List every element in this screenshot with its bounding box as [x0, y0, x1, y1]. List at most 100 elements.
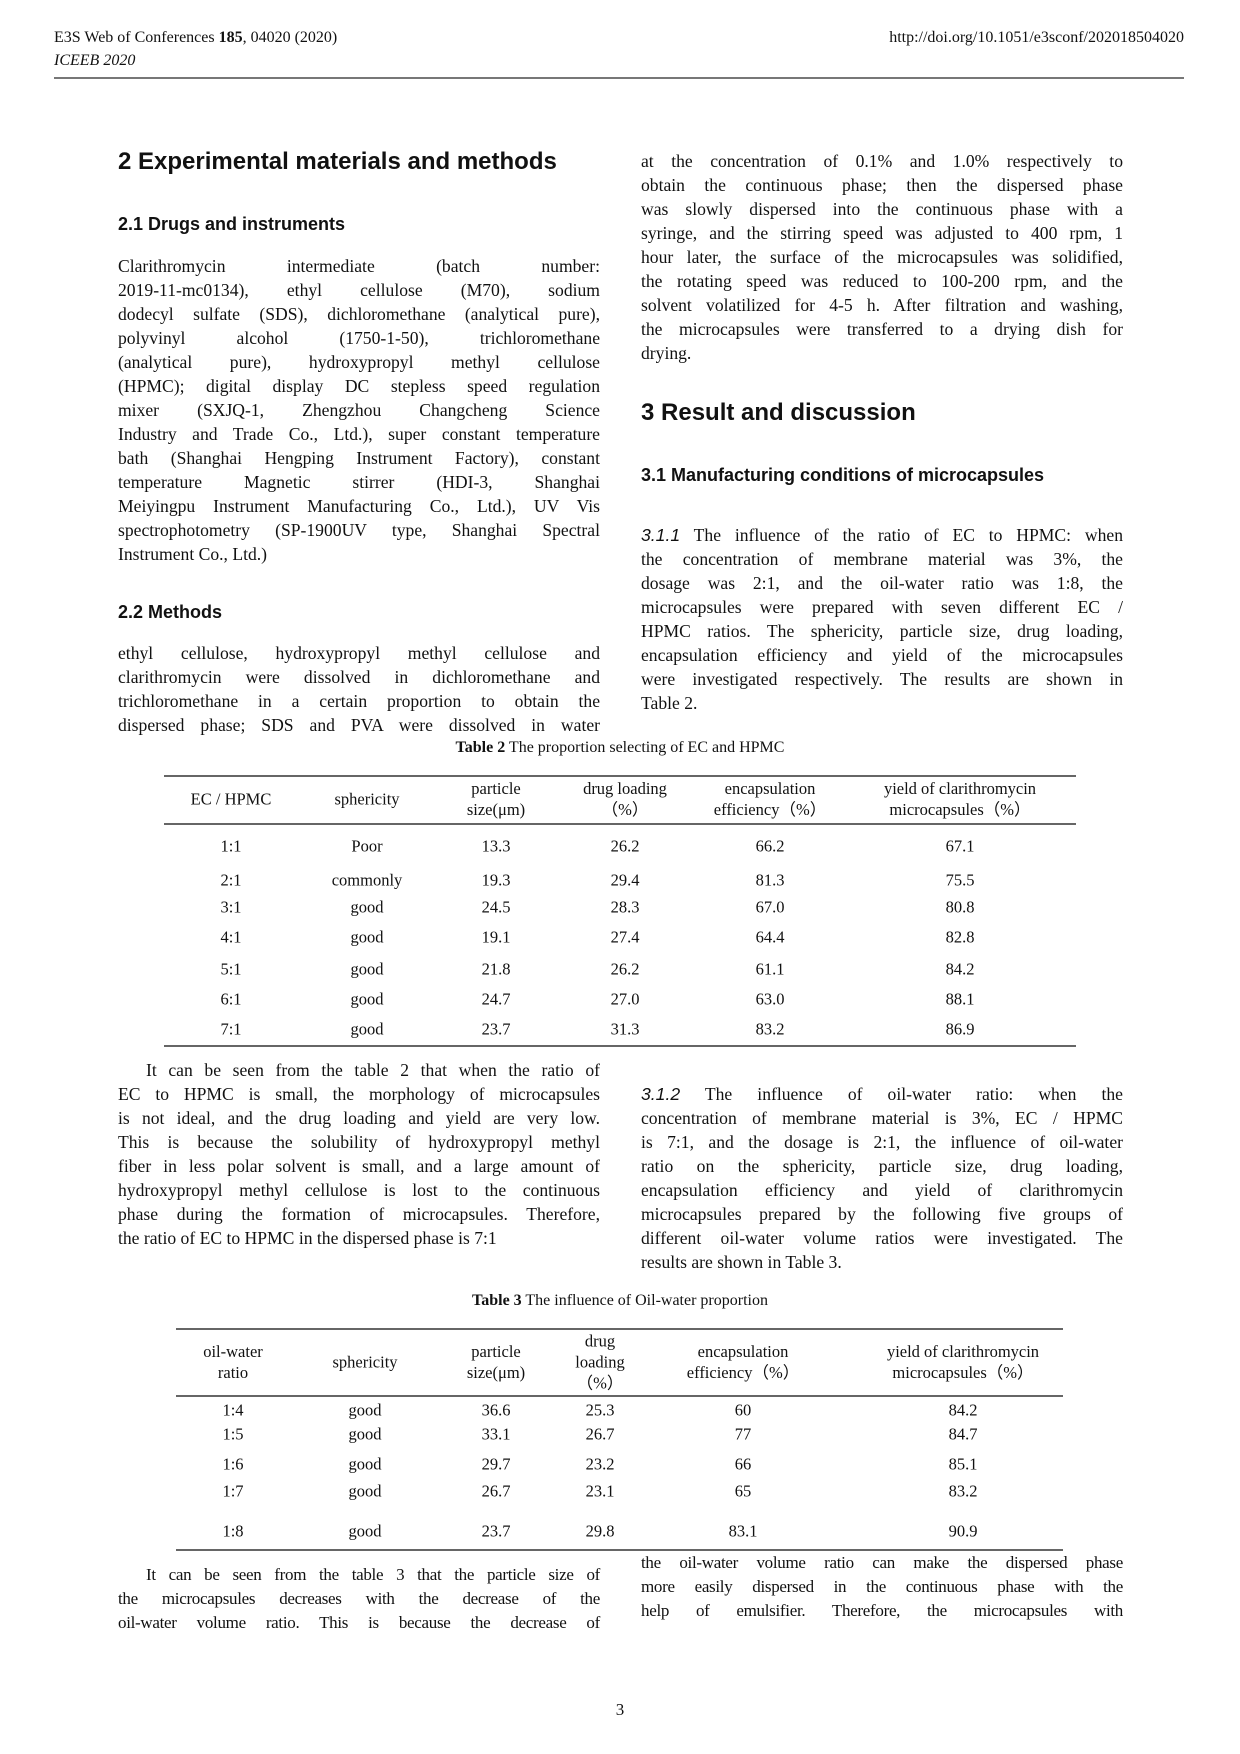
- section-2-1-title: 2.1 Drugs and instruments: [118, 214, 346, 234]
- table-cell: 26.2: [610, 959, 640, 979]
- text-line: temperature Magnetic stirrer (HDI-3, Sha…: [118, 472, 600, 492]
- column-header-line: drug: [584, 1331, 616, 1351]
- running-header-journal: E3S Web of Conferences 185, 04020 (2020): [54, 27, 337, 49]
- table-cell: 80.8: [945, 897, 975, 917]
- text-line: HPMC ratios. The sphericity, particle si…: [641, 621, 1123, 641]
- text-line: ethyl cellulose, hydroxypropyl methyl ce…: [118, 643, 600, 663]
- table-cell: good: [348, 1400, 382, 1420]
- table-rule: [164, 775, 1076, 777]
- table-cell: 23.1: [585, 1481, 615, 1501]
- text-line: spectrophotometry (SP-1900UV type, Shang…: [118, 520, 600, 540]
- text-line: is not ideal, and the drug loading and y…: [118, 1108, 600, 1128]
- table-header-rule: [164, 823, 1076, 825]
- text-line: syringe, and the stirring speed was adju…: [641, 223, 1123, 243]
- text-line: clarithromycin were dissolved in dichlor…: [118, 667, 600, 687]
- table-cell: 64.4: [755, 927, 785, 947]
- table-cell: good: [348, 1481, 382, 1501]
- text-line: the concentration of membrane material w…: [641, 549, 1123, 569]
- page-number: 3: [615, 1700, 625, 1719]
- table-cell: good: [350, 897, 384, 917]
- text-line: hour later, the surface of the microcaps…: [641, 247, 1123, 267]
- column-header: particle size(μm): [467, 1341, 525, 1383]
- table-2-caption: Table 2 The proportion selecting of EC a…: [456, 738, 785, 758]
- table-cell: 19.1: [481, 927, 511, 947]
- column-header-line: sphericity: [334, 789, 400, 809]
- table-cell: 29.8: [585, 1521, 615, 1541]
- paragraph-table-3-discussion-continued: the oil-water volume ratio can make the …: [641, 1551, 1123, 1623]
- column-header-line: efficiency（%）: [686, 1363, 800, 1382]
- text-line: It can be seen from the table 3 that the…: [146, 1565, 600, 1584]
- column-header-line: size(μm): [466, 1363, 526, 1382]
- table-cell: 86.9: [945, 1019, 975, 1039]
- table-cell: 28.3: [610, 897, 640, 917]
- text-line: the microcapsules were transferred to a …: [641, 319, 1123, 339]
- text-line: was slowly dispersed into the continuous…: [641, 199, 1123, 219]
- text-line: 3.1.2 The influence of oil-water ratio: …: [641, 1082, 1123, 1106]
- caption-label: Table 3: [472, 1292, 522, 1309]
- paragraph-3-1-1: 3.1.1 The influence of the ratio of EC t…: [641, 523, 1123, 715]
- table-cell: 27.0: [610, 989, 640, 1009]
- column-header: EC / HPMC: [191, 789, 272, 810]
- table-cell: commonly: [331, 870, 403, 890]
- caption-text: The proportion selecting of EC and HPMC: [505, 739, 785, 756]
- header-divider: [54, 77, 1184, 79]
- table-rule: [176, 1549, 1063, 1551]
- text-line: the oil-water volume ratio can make the …: [641, 1553, 1123, 1572]
- table-cell: 75.5: [945, 870, 975, 890]
- table-cell: 66: [734, 1454, 752, 1474]
- paragraph-drugs: Clarithromycin intermediate (batch numbe…: [118, 254, 600, 566]
- text-line: trichloromethane in a certain proportion…: [118, 691, 600, 711]
- table-cell: 24.7: [481, 989, 511, 1009]
- table-rule: [176, 1328, 1063, 1330]
- text-line: polyvinyl alcohol (1750-1-50), trichloro…: [118, 328, 600, 348]
- line-text: The influence of the ratio of EC to HPMC…: [680, 525, 1123, 545]
- table-cell: 21.8: [481, 959, 511, 979]
- table-cell: good: [348, 1424, 382, 1444]
- column-header-line: ratio: [217, 1363, 249, 1382]
- section-3-title: 3 Result and discussion: [641, 399, 916, 426]
- table-cell: 1:7: [222, 1481, 244, 1501]
- column-header-line: encapsulation: [724, 779, 816, 798]
- table-cell: 27.4: [610, 927, 640, 947]
- table-cell: 25.3: [585, 1400, 615, 1420]
- text-line: different oil-water volume ratios were i…: [641, 1228, 1123, 1248]
- table-cell: 90.9: [948, 1521, 978, 1541]
- column-header-line: oil-water: [203, 1342, 263, 1361]
- text-line: Meiyingpu Instrument Manufacturing Co., …: [118, 496, 600, 516]
- text-line: fiber in less polar solvent is small, an…: [118, 1156, 600, 1176]
- table-cell: 6:1: [220, 989, 242, 1009]
- table-cell: 29.7: [481, 1454, 511, 1474]
- text-line: (analytical pure), hydroxypropyl methyl …: [118, 352, 600, 372]
- text-line: more easily dispersed in the continuous …: [641, 1577, 1123, 1596]
- table-cell: 1:6: [222, 1454, 244, 1474]
- paragraph-table-3-discussion: It can be seen from the table 3 that the…: [118, 1563, 600, 1635]
- column-header-line: drug loading: [583, 779, 667, 798]
- table-cell: 19.3: [481, 870, 511, 890]
- table-cell: 1:5: [222, 1424, 244, 1444]
- column-header-line: loading: [575, 1352, 625, 1372]
- column-header-line: efficiency（%）: [713, 800, 827, 819]
- paragraph-3-1-2: 3.1.2 The influence of oil-water ratio: …: [641, 1082, 1123, 1274]
- article-number: , 04020 (2020): [242, 29, 338, 46]
- table-cell: Poor: [351, 836, 383, 856]
- table-rule: [164, 1045, 1076, 1047]
- table-cell: good: [350, 959, 384, 979]
- column-header: encapsulation efficiency（%）: [687, 1341, 799, 1383]
- doi-link[interactable]: http://doi.org/10.1051/e3sconf/202018504…: [889, 29, 1184, 46]
- text-line: the ratio of EC to HPMC in the dispersed…: [118, 1228, 497, 1248]
- table-cell: 67.0: [755, 897, 785, 917]
- table-cell: 66.2: [755, 836, 785, 856]
- table-cell: 4:1: [220, 927, 242, 947]
- text-line: help of emulsifier. Therefore, the micro…: [641, 1601, 1123, 1620]
- column-header-line: （%）: [601, 800, 649, 819]
- table-cell: 31.3: [610, 1019, 640, 1039]
- column-header-line: microcapsules（%）: [892, 1363, 1034, 1382]
- table-cell: 13.3: [481, 836, 511, 856]
- table-cell: 84.2: [945, 959, 975, 979]
- paragraph-methods-continued: at the concentration of 0.1% and 1.0% re…: [641, 149, 1123, 365]
- section-3-1-title: 3.1 Manufacturing conditions of microcap…: [641, 465, 1045, 485]
- text-line: the rotating speed was reduced to 100-20…: [641, 271, 1123, 291]
- text-line: phase during the formation of microcapsu…: [118, 1204, 600, 1224]
- column-header: encapsulation efficiency（%）: [714, 778, 826, 820]
- text-line: microcapsules were prepared with seven d…: [641, 597, 1123, 617]
